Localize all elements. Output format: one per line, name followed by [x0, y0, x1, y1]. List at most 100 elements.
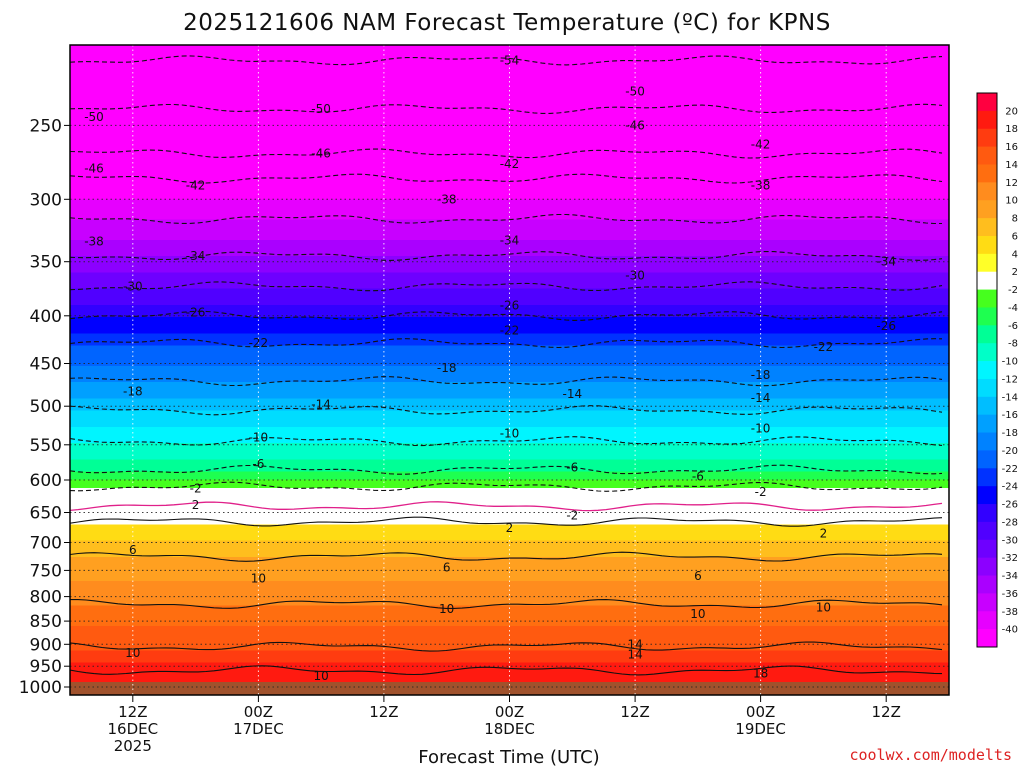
isotherm-line	[70, 310, 943, 321]
colorbar-swatch	[977, 253, 997, 273]
y-tick-label: 700	[30, 534, 62, 554]
colorbar-swatch	[977, 110, 997, 130]
colorbar-swatch	[977, 557, 997, 577]
contour-label: 14	[627, 637, 642, 651]
x-tick-label: 12Z	[620, 703, 649, 721]
isotherm-line	[70, 173, 943, 184]
colorbar-tick-label: -22	[1002, 464, 1018, 475]
colorbar-swatch	[977, 146, 997, 165]
contour-label: 10	[125, 646, 140, 660]
contour-label: 2	[820, 527, 828, 541]
contour-label: -10	[751, 421, 771, 435]
y-tick-label: 900	[30, 635, 62, 655]
x-tick-label: 12Z	[118, 703, 147, 721]
colorbar-tick-label: -6	[1008, 321, 1018, 332]
contour-label: -22	[814, 340, 834, 354]
x-tick-label: 00Z	[244, 703, 273, 721]
isotherm-line	[70, 338, 943, 349]
contour-label: 10	[439, 602, 454, 616]
contour-label: 2	[192, 498, 200, 512]
colorbar-swatch	[977, 307, 997, 326]
y-tick-label: 400	[30, 307, 62, 327]
contour-label: 6	[694, 569, 702, 583]
colorbar-swatch	[977, 200, 997, 219]
x-tick-label: 16DEC	[108, 720, 159, 738]
contour-label: 10	[313, 669, 328, 683]
colorbar-swatch	[977, 378, 997, 398]
contour-label: -18	[123, 384, 143, 398]
contour-label: -2	[190, 482, 202, 496]
colorbar-swatch	[977, 414, 997, 434]
colorbar-swatch	[977, 93, 997, 112]
contour-label: -46	[311, 147, 331, 161]
contour-labels: -54 -50 -50 -50 -46 -46 -46 -42 -42 -42 -38 -38 -38 -…	[84, 54, 896, 683]
contour-label: -50	[311, 102, 331, 116]
contour-label: 6	[129, 543, 137, 557]
isotherm-line	[70, 281, 943, 292]
colorbar-swatch	[977, 235, 997, 255]
contour-label: -14	[311, 398, 331, 412]
x-tick-label: 18DEC	[484, 720, 535, 738]
colorbar-swatch	[977, 593, 997, 612]
isotherm-line	[70, 103, 943, 114]
contour-label: -6	[566, 461, 578, 475]
y-tick-label: 300	[30, 190, 62, 210]
colorbar-tick-label: -10	[1002, 357, 1018, 368]
contour-label: -22	[249, 336, 269, 350]
contour-label: 18	[753, 666, 768, 680]
colorbar-swatch	[977, 343, 997, 362]
colorbar-tick-label: -8	[1008, 339, 1018, 350]
colorbar-tick-label: -16	[1002, 410, 1018, 421]
grid-lines	[70, 45, 949, 695]
plot-area: -54 -50 -50 -50 -46 -46 -46 -42 -42 -42 -38 -38 -38 -…	[70, 45, 949, 695]
isotherm-line	[70, 376, 943, 387]
colorbar-swatch	[977, 521, 997, 541]
colorbar-swatch	[977, 486, 997, 505]
contour-label: 10	[816, 601, 831, 615]
contour-label: -26	[876, 319, 896, 333]
contour-label: -42	[751, 137, 771, 151]
isotherm-line	[70, 665, 943, 676]
isotherm-line	[70, 464, 943, 475]
isotherm-line	[70, 55, 943, 66]
isotherm-line	[70, 250, 943, 261]
contour-label: -34	[500, 233, 520, 247]
contour-label: -42	[186, 179, 206, 193]
isotherm-line	[70, 551, 943, 562]
y-tick-label: 1000	[19, 678, 62, 698]
contour-label: -50	[625, 85, 645, 99]
colorbar-tick-label: -32	[1002, 553, 1018, 564]
colorbar-swatch	[977, 468, 997, 487]
contour-label: -22	[500, 324, 520, 338]
colorbar-tick-label: -30	[1002, 535, 1018, 546]
colorbar-swatch	[977, 629, 997, 648]
colorbar-tick-label: -12	[1002, 374, 1018, 385]
contour-label: -26	[186, 306, 206, 320]
contour-label: -18	[437, 361, 457, 375]
colorbar: 20 18 16 14 12 10 8 6 4 2 -2 -4 -6 -8 -10 -12 -14 -16 -18 -…	[976, 92, 1018, 648]
colorbar-swatch	[977, 325, 997, 344]
contour-label: 10	[690, 607, 705, 621]
y-tick-label: 850	[30, 612, 62, 632]
contour-label: 2	[506, 521, 514, 535]
credit-text: coolwx.com/modelts	[849, 746, 1012, 764]
contour-label: -54	[500, 54, 520, 68]
contour-label: 6	[443, 561, 451, 575]
colorbar-tick-label: -38	[1002, 607, 1018, 618]
contour-label: -38	[751, 179, 771, 193]
freezing-isotherm	[70, 501, 943, 512]
x-tick-label: 2025	[114, 737, 152, 755]
colorbar-swatch	[977, 539, 997, 559]
isotherm-line	[70, 148, 943, 159]
colorbar-swatch	[977, 396, 997, 416]
contour-label: -38	[84, 235, 104, 249]
y-tick-label: 950	[30, 657, 62, 677]
colorbar-tick-label: -24	[1002, 482, 1018, 493]
colorbar-tick-label: -40	[1002, 625, 1018, 636]
chart-title: 2025121606 NAM Forecast Temperature (ºC)…	[183, 10, 831, 36]
contour-label: -2	[755, 485, 767, 499]
contour-label: 14	[627, 648, 642, 662]
x-tick-label: 12Z	[369, 703, 398, 721]
